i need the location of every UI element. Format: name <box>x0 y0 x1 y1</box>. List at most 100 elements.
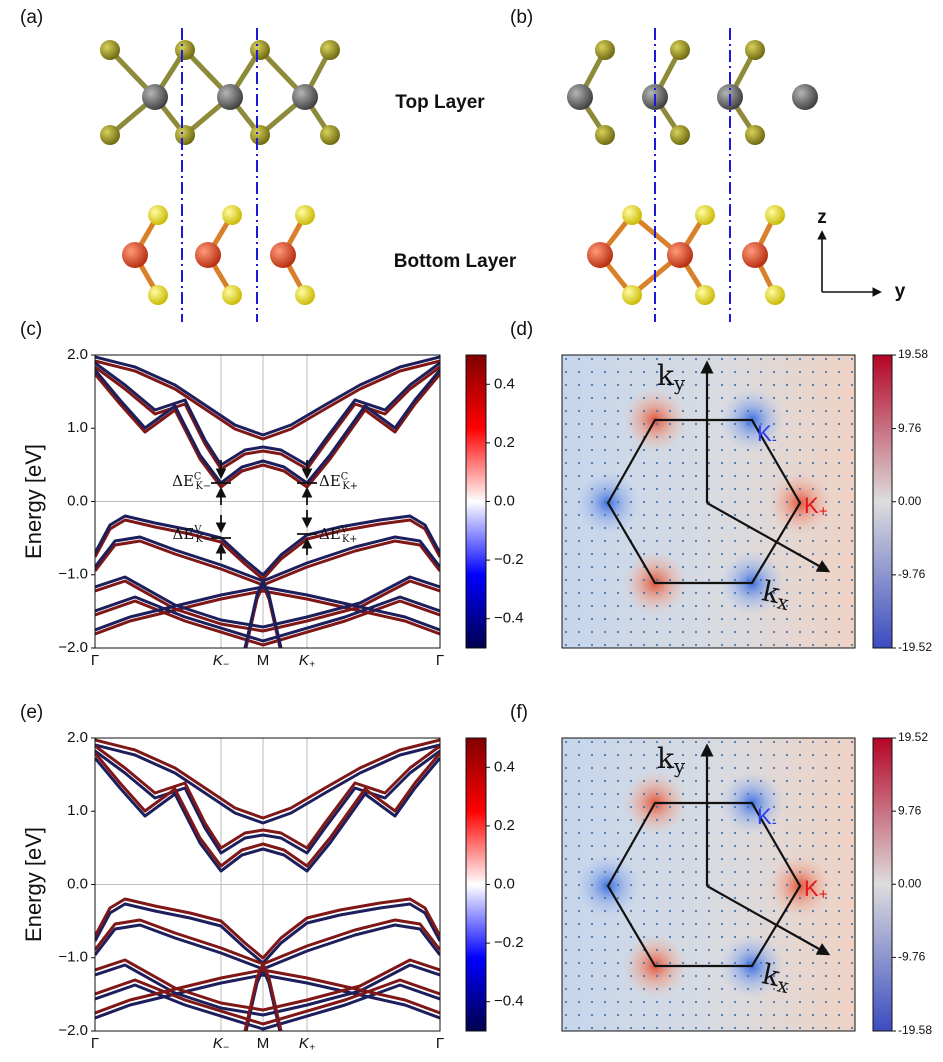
x-tick-label: Γ <box>436 1035 444 1052</box>
colorbar-tick-label: 9.76 <box>898 421 922 435</box>
atom <box>295 205 315 225</box>
colorbar-tick-label: 0.0 <box>494 875 515 892</box>
atom <box>695 285 715 305</box>
axis-z-label: z <box>817 207 827 228</box>
atom <box>148 285 168 305</box>
figure: Top Layer Bottom Layer (a) (b) z y (c)En… <box>0 0 943 1062</box>
atom <box>765 205 785 225</box>
colorbar-tick-label: −0.4 <box>494 610 524 627</box>
colorbar <box>466 738 486 1031</box>
atom <box>622 205 642 225</box>
atom <box>175 40 195 60</box>
colorbar-tick-label: 19.52 <box>898 730 928 744</box>
k-plus-label-base: K <box>804 493 819 518</box>
atom <box>670 40 690 60</box>
x-tick-label-base: Γ <box>91 652 99 669</box>
colorbar-tick-label: 0.4 <box>494 758 515 775</box>
colorbar-tick-label: −0.2 <box>494 934 524 951</box>
x-tick-label-sub: + <box>309 1041 315 1053</box>
atom <box>142 84 168 110</box>
atom <box>100 125 120 145</box>
y-axis-label: Energy [eV] <box>21 827 46 942</box>
colorbar-tick-label: 0.00 <box>898 494 922 508</box>
x-tick-label: K+ <box>299 1035 315 1053</box>
x-tick-label: Γ <box>91 1035 99 1052</box>
atom <box>765 285 785 305</box>
colorbar-tick-label: -9.76 <box>898 950 926 964</box>
panel-label: (f) <box>510 702 528 723</box>
panel-label: (e) <box>20 702 43 723</box>
y-tick-label: −1.0 <box>58 949 88 966</box>
colorbar-tick-label: -9.76 <box>898 567 926 581</box>
ky-label-sub: y <box>673 371 686 394</box>
annotation: ΔECK+ <box>319 471 358 491</box>
ky-label-base: k <box>657 742 675 775</box>
ky-label-sub: y <box>673 754 686 777</box>
y-axis-label: Energy [eV] <box>21 444 46 559</box>
bottom-layer-label: Bottom Layer <box>394 251 517 272</box>
x-tick-label: Γ <box>436 652 444 669</box>
axes-indicator <box>822 232 880 292</box>
colorbar-tick-label: 0.00 <box>898 876 922 890</box>
atom <box>250 125 270 145</box>
atom <box>745 40 765 60</box>
atom <box>122 242 148 268</box>
atom <box>567 84 593 110</box>
atom <box>595 40 615 60</box>
x-tick-label-base: Γ <box>436 1035 444 1052</box>
atom <box>295 285 315 305</box>
y-tick-label: 2.0 <box>67 729 88 746</box>
band-plot <box>95 355 440 652</box>
atom <box>622 285 642 305</box>
panel-label: (d) <box>510 319 533 340</box>
colorbar <box>873 355 892 648</box>
atom <box>320 40 340 60</box>
k-plus-label-sub: + <box>819 886 828 903</box>
annotation-sub: K− <box>196 533 211 544</box>
annotation: ΔECK− <box>172 471 211 491</box>
atom <box>292 84 318 110</box>
x-tick-label-base: M <box>257 1035 270 1052</box>
x-tick-label: K− <box>213 652 229 670</box>
atom <box>695 205 715 225</box>
atom <box>270 242 296 268</box>
atom <box>217 84 243 110</box>
top-layer-label: Top Layer <box>395 92 485 113</box>
k-minus-label-base: K <box>757 421 772 446</box>
colorbar-tick-label: -19.52 <box>898 640 932 654</box>
x-tick-label: M <box>257 1035 270 1052</box>
colorbar-tick-label: 19.58 <box>898 347 928 361</box>
atom <box>667 242 693 268</box>
colorbar-tick-label: 0.2 <box>494 817 515 834</box>
colorbar-tick-label: 0.0 <box>494 492 515 509</box>
panel-label: (a) <box>20 7 43 28</box>
crystal-structure <box>100 28 818 322</box>
axis-y-label: y <box>895 281 906 302</box>
atom <box>250 40 270 60</box>
panel-label: (b) <box>510 7 533 28</box>
atom <box>175 125 195 145</box>
colorbar-tick-label: 0.4 <box>494 375 515 392</box>
y-tick-label: −1.0 <box>58 566 88 583</box>
colorbar-tick-label: 9.76 <box>898 803 922 817</box>
atom <box>222 205 242 225</box>
annotation-base: ΔE <box>319 472 341 490</box>
annotation-sub: K+ <box>342 480 357 491</box>
atom <box>195 242 221 268</box>
y-tick-label: 1.0 <box>67 419 88 436</box>
y-tick-label: 0.0 <box>67 492 88 509</box>
annotation-sub: K+ <box>342 533 357 544</box>
y-tick-label: −2.0 <box>58 639 88 656</box>
x-tick-label-base: Γ <box>91 1035 99 1052</box>
annotation-base: ΔE <box>319 525 341 543</box>
colorbar-tick-label: −0.2 <box>494 551 524 568</box>
band-plot <box>95 738 440 1036</box>
x-tick-label: Γ <box>91 652 99 669</box>
k-minus-label-sub: - <box>772 814 777 831</box>
atom <box>587 242 613 268</box>
colorbar-tick-label: −0.4 <box>494 993 524 1010</box>
x-tick-label-base: M <box>257 652 270 669</box>
x-tick-label-base: Γ <box>436 652 444 669</box>
